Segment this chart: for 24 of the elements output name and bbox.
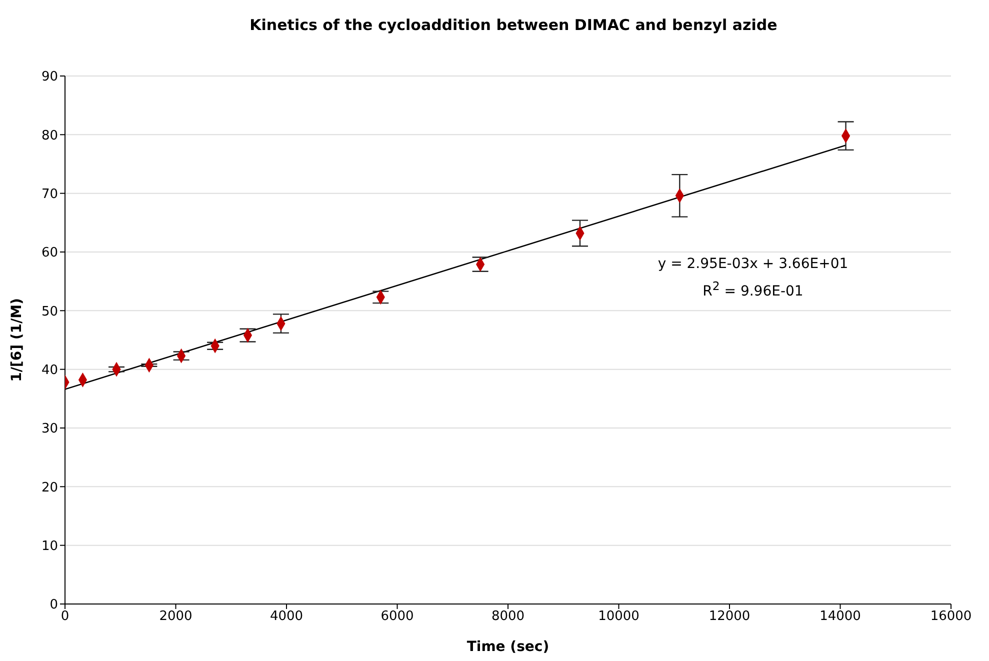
y-axis-title: 1/[6] (1/M)	[8, 298, 25, 382]
y-tick-label: 90	[41, 70, 58, 85]
x-tick-label: 4000	[270, 609, 304, 624]
chart-title: Kinetics of the cycloaddition between DIMAC and benzyl azide	[248, 16, 778, 34]
x-tick-label: 14000	[820, 609, 861, 624]
x-tick-label: 12000	[708, 609, 750, 624]
y-tick-label: 40	[41, 362, 58, 378]
y-tick-label: 50	[41, 304, 58, 320]
y-tick-label: 30	[41, 422, 58, 437]
x-tick-label: 16000	[930, 609, 972, 624]
y-tick-label: 70	[41, 186, 58, 202]
annotation: y = 2.95E-03x + 3.66E+01	[656, 256, 850, 272]
annotation: R$^{2}$ = 9.96E-01	[702, 279, 804, 300]
x-tick-label: 8000	[491, 609, 525, 624]
y-tick-label: 0	[50, 598, 58, 613]
x-tick-label: 6000	[380, 609, 414, 624]
y-tick-label: 20	[41, 480, 58, 496]
x-axis-title: Time (sec)	[466, 639, 550, 655]
y-tick-label: 60	[41, 246, 58, 261]
x-tick-label: 10000	[598, 609, 640, 624]
y-tick-label: 10	[41, 538, 58, 554]
y-tick-label: 80	[41, 128, 58, 144]
x-tick-label: 0	[60, 609, 70, 624]
x-tick-label: 2000	[159, 609, 192, 624]
